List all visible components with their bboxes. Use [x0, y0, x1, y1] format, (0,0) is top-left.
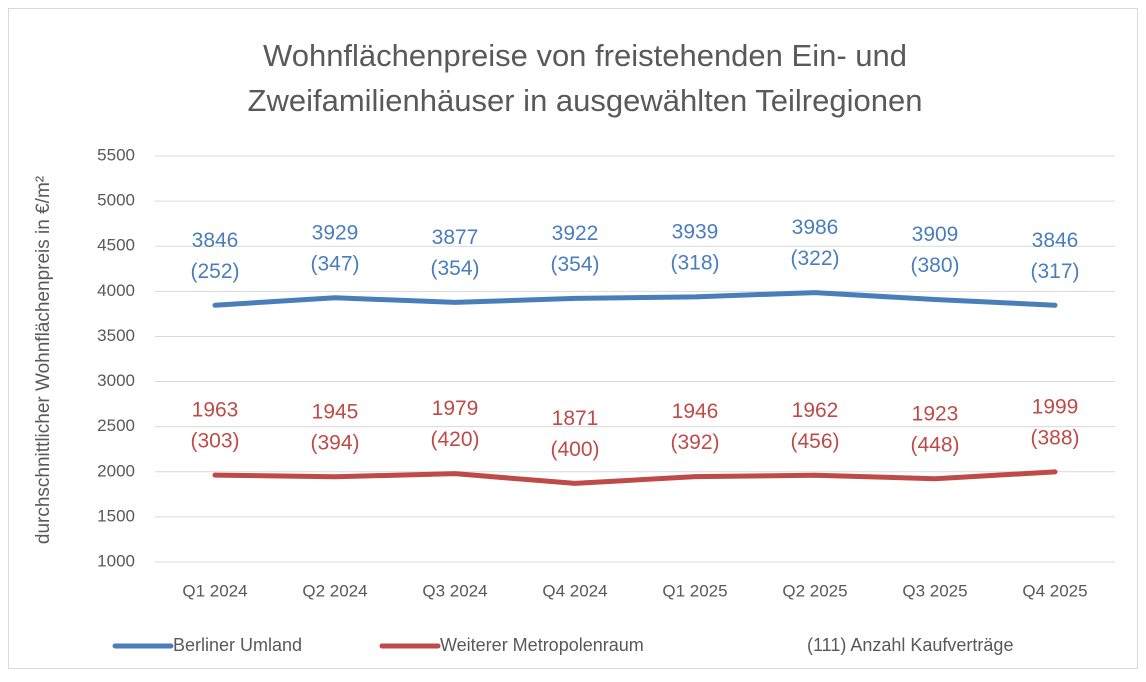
- x-tick-label: Q1 2024: [182, 581, 247, 600]
- legend-label: Berliner Umland: [173, 635, 302, 655]
- y-axis-label: durchschnittlicher Wohnflächenpreis in €…: [33, 176, 54, 544]
- x-tick-label: Q3 2025: [902, 581, 967, 600]
- count-label: (400): [550, 438, 599, 461]
- y-tick-label: 2000: [97, 461, 135, 480]
- x-tick-label: Q3 2024: [422, 581, 487, 600]
- data-label: 1979: [432, 397, 479, 420]
- data-label: 1945: [312, 400, 359, 423]
- count-label: (354): [430, 257, 479, 280]
- x-tick-label: Q4 2025: [1022, 581, 1087, 600]
- y-tick-label: 3000: [97, 371, 135, 390]
- y-tick-label: 3500: [97, 326, 135, 345]
- line: [212, 469, 1058, 486]
- y-tick-label: 1500: [97, 506, 135, 525]
- data-label: 3922: [552, 222, 599, 245]
- y-tick-label: 2500: [97, 416, 135, 435]
- count-label: (317): [1030, 260, 1079, 283]
- count-label: (420): [430, 428, 479, 451]
- count-label: (392): [670, 431, 719, 454]
- count-label: (252): [190, 260, 239, 283]
- chart-title: Zweifamilienhäuser in ausgewählten Teilr…: [248, 83, 923, 118]
- data-label: 1871: [552, 407, 599, 430]
- data-label: 1962: [792, 399, 839, 422]
- chart-border: [8, 8, 1138, 669]
- y-tick-label: 5000: [97, 191, 135, 210]
- y-tick-label: 4500: [97, 236, 135, 255]
- x-tick-label: Q4 2024: [542, 581, 607, 600]
- count-label: (456): [790, 430, 839, 453]
- count-label: (347): [310, 252, 359, 275]
- chart-title: Wohnflächenpreise von freistehenden Ein-…: [263, 38, 907, 73]
- count-label: (322): [790, 247, 839, 270]
- count-label: (380): [910, 254, 959, 277]
- count-label: (303): [190, 430, 239, 453]
- x-tick-label: Q2 2025: [782, 581, 847, 600]
- y-tick-label: 1000: [97, 551, 135, 570]
- data-label: 3846: [1032, 229, 1079, 252]
- data-label: 3986: [792, 216, 839, 239]
- legend-note: (111) Anzahl Kaufverträge: [807, 635, 1013, 655]
- count-label: (394): [310, 431, 359, 454]
- count-label: (318): [670, 251, 719, 274]
- legend-label: Weiterer Metropolenraum: [440, 635, 644, 655]
- data-label: 3846: [192, 229, 239, 252]
- data-label: 1946: [672, 400, 719, 423]
- y-tick-label: 4000: [97, 281, 135, 300]
- y-tick-label: 5500: [97, 145, 135, 164]
- line: [212, 290, 1058, 308]
- data-label: 1999: [1032, 395, 1079, 418]
- data-label: 1963: [192, 399, 239, 422]
- count-label: (448): [910, 433, 959, 456]
- data-label: 1923: [912, 402, 959, 425]
- data-label: 3909: [912, 223, 959, 246]
- count-label: (388): [1030, 426, 1079, 449]
- count-label: (354): [550, 253, 599, 276]
- data-label: 3929: [312, 221, 359, 244]
- data-label: 3877: [432, 226, 479, 249]
- data-label: 3939: [672, 220, 719, 243]
- x-tick-label: Q2 2024: [302, 581, 367, 600]
- x-tick-label: Q1 2025: [662, 581, 727, 600]
